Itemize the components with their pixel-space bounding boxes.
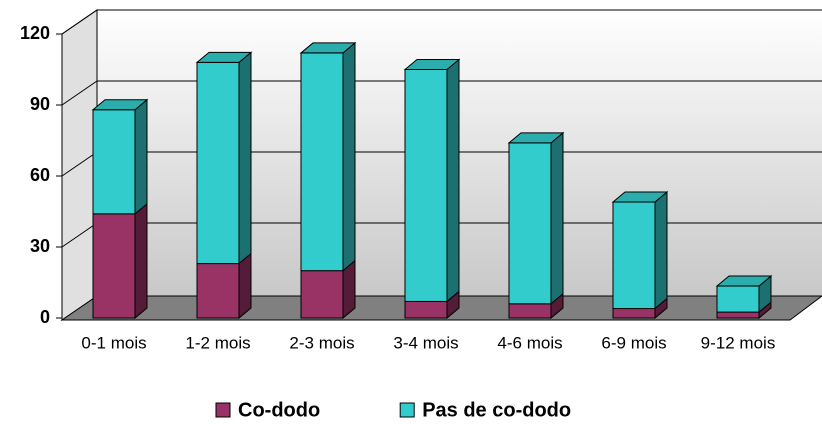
bar-top [91, 99, 149, 111]
bar-segment [196, 263, 240, 319]
x-tick-label: 0-1 mois [81, 333, 146, 352]
bar-top [195, 51, 253, 63]
bar-segment [300, 270, 344, 319]
x-tick-label: 1-2 mois [185, 333, 250, 352]
x-tick-label: 2-3 mois [289, 333, 354, 352]
y-tick-label: 120 [20, 23, 50, 43]
legend-label: Co-dodo [238, 399, 320, 421]
bar-segment [508, 142, 552, 305]
bar-segment [716, 285, 760, 313]
y-tick-label: 0 [40, 307, 50, 327]
x-tick-label: 4-6 mois [497, 333, 562, 352]
bar-side [134, 98, 148, 215]
bar-segment [300, 52, 344, 272]
bar-segment [92, 109, 136, 215]
bar-side [550, 131, 564, 305]
bar-segment [196, 61, 240, 265]
bar-segment [404, 69, 448, 302]
bar-side [134, 202, 148, 320]
legend-swatch [215, 402, 231, 418]
y-tick-label: 60 [30, 165, 50, 185]
y-tick-label: 90 [30, 94, 50, 114]
x-tick-label: 3-4 mois [393, 333, 458, 352]
bar-segment [404, 300, 448, 319]
grid-line [61, 151, 98, 177]
bar-top [403, 59, 461, 70]
bar-side [238, 51, 252, 265]
bar-side [238, 252, 252, 320]
x-tick-label: 6-9 mois [601, 333, 666, 352]
bar-segment [612, 201, 656, 310]
bar-side [342, 41, 356, 272]
side-wall [61, 9, 98, 321]
legend-swatch [399, 402, 415, 418]
grid-line [61, 9, 98, 35]
bar-segment [612, 308, 656, 319]
grid-line [61, 80, 98, 106]
bar-top [299, 42, 357, 54]
legend-label: Pas de co-dodo [422, 399, 571, 421]
bar-segment [716, 311, 760, 319]
x-tick-label: 9-12 mois [701, 333, 776, 352]
bar-top [507, 132, 565, 144]
bar-top [715, 275, 773, 287]
bar-top [611, 191, 669, 203]
y-tick-label: 30 [30, 236, 50, 256]
grid-line [61, 222, 98, 248]
bar-side [654, 190, 668, 310]
bar-side [446, 58, 460, 303]
bar-segment [92, 213, 136, 319]
bar-segment [508, 303, 552, 319]
